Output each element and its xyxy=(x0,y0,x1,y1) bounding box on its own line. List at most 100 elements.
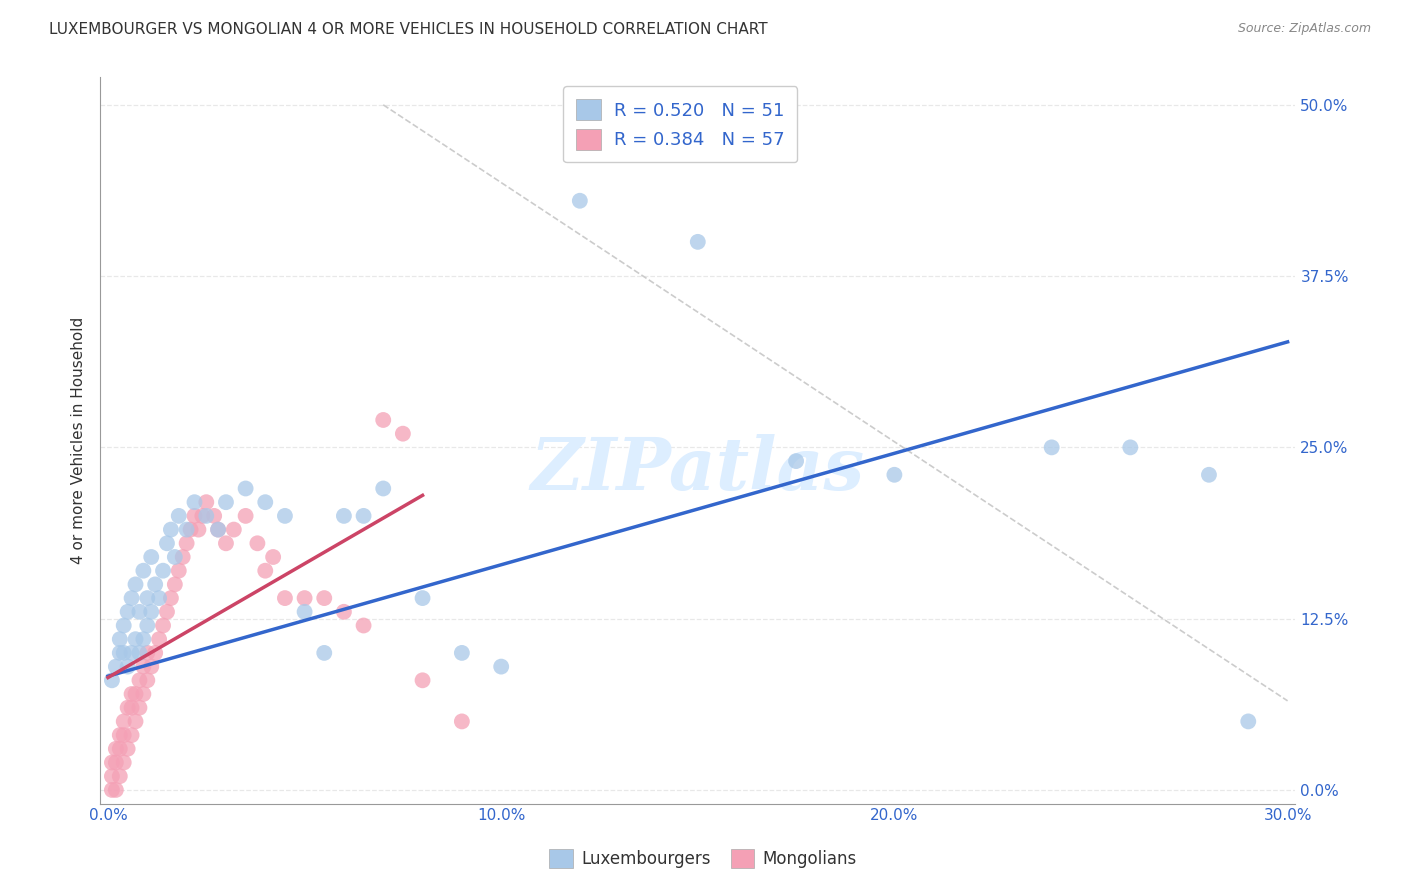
Point xyxy=(191,508,214,523)
Point xyxy=(568,194,591,208)
Point xyxy=(1237,714,1260,729)
Text: ZIPatlas: ZIPatlas xyxy=(530,434,865,505)
Point xyxy=(412,673,434,688)
Point xyxy=(132,632,155,647)
Point xyxy=(451,714,474,729)
Point xyxy=(148,591,170,606)
Point xyxy=(112,714,135,729)
Point xyxy=(132,687,155,701)
Point xyxy=(124,577,146,591)
Point xyxy=(1119,441,1142,455)
Point xyxy=(112,728,135,742)
Point xyxy=(314,646,336,660)
Point xyxy=(207,523,229,537)
Point xyxy=(152,564,174,578)
Point xyxy=(132,564,155,578)
Point xyxy=(121,700,143,714)
Point xyxy=(128,605,150,619)
Point xyxy=(101,769,124,783)
Point xyxy=(176,523,198,537)
Point xyxy=(451,646,474,660)
Point xyxy=(101,673,124,688)
Point xyxy=(143,577,166,591)
Point xyxy=(108,728,131,742)
Point xyxy=(1198,467,1220,482)
Legend: Luxembourgers, Mongolians: Luxembourgers, Mongolians xyxy=(543,842,863,875)
Point xyxy=(373,413,395,427)
Point xyxy=(353,508,375,523)
Point xyxy=(202,508,225,523)
Point xyxy=(108,769,131,783)
Point xyxy=(124,632,146,647)
Point xyxy=(108,646,131,660)
Point xyxy=(215,495,238,509)
Point xyxy=(187,523,209,537)
Point xyxy=(183,495,205,509)
Point xyxy=(156,605,179,619)
Point xyxy=(121,591,143,606)
Point xyxy=(121,646,143,660)
Point xyxy=(160,523,183,537)
Point xyxy=(254,564,277,578)
Point xyxy=(121,687,143,701)
Point xyxy=(124,714,146,729)
Point xyxy=(108,741,131,756)
Point xyxy=(183,508,205,523)
Point xyxy=(136,618,159,632)
Point xyxy=(132,659,155,673)
Point xyxy=(128,700,150,714)
Point xyxy=(314,591,336,606)
Point xyxy=(136,646,159,660)
Point xyxy=(163,549,186,564)
Point xyxy=(143,646,166,660)
Point xyxy=(104,783,127,797)
Point xyxy=(274,508,297,523)
Y-axis label: 4 or more Vehicles in Household: 4 or more Vehicles in Household xyxy=(72,317,86,564)
Point xyxy=(254,495,277,509)
Point xyxy=(152,618,174,632)
Point xyxy=(785,454,807,468)
Point xyxy=(333,605,356,619)
Point xyxy=(294,591,316,606)
Point xyxy=(489,659,512,673)
Point xyxy=(392,426,415,441)
Point xyxy=(235,482,257,496)
Point xyxy=(128,646,150,660)
Point xyxy=(121,728,143,742)
Point xyxy=(148,632,170,647)
Point xyxy=(104,741,127,756)
Point xyxy=(117,605,139,619)
Point xyxy=(101,756,124,770)
Point xyxy=(104,756,127,770)
Point xyxy=(167,564,190,578)
Point xyxy=(222,523,245,537)
Point xyxy=(141,549,163,564)
Point xyxy=(101,783,124,797)
Point xyxy=(686,235,709,249)
Point xyxy=(373,482,395,496)
Point xyxy=(141,605,163,619)
Point xyxy=(117,659,139,673)
Point xyxy=(117,741,139,756)
Point xyxy=(412,591,434,606)
Point xyxy=(112,756,135,770)
Point xyxy=(176,536,198,550)
Point xyxy=(117,700,139,714)
Point xyxy=(262,549,284,564)
Point xyxy=(104,659,127,673)
Point xyxy=(112,618,135,632)
Text: LUXEMBOURGER VS MONGOLIAN 4 OR MORE VEHICLES IN HOUSEHOLD CORRELATION CHART: LUXEMBOURGER VS MONGOLIAN 4 OR MORE VEHI… xyxy=(49,22,768,37)
Point xyxy=(235,508,257,523)
Point xyxy=(246,536,269,550)
Point xyxy=(167,508,190,523)
Legend: R = 0.520   N = 51, R = 0.384   N = 57: R = 0.520 N = 51, R = 0.384 N = 57 xyxy=(564,87,797,162)
Point xyxy=(883,467,905,482)
Point xyxy=(333,508,356,523)
Point xyxy=(294,605,316,619)
Point xyxy=(195,495,218,509)
Point xyxy=(108,632,131,647)
Point xyxy=(353,618,375,632)
Point xyxy=(141,659,163,673)
Text: Source: ZipAtlas.com: Source: ZipAtlas.com xyxy=(1237,22,1371,36)
Point xyxy=(215,536,238,550)
